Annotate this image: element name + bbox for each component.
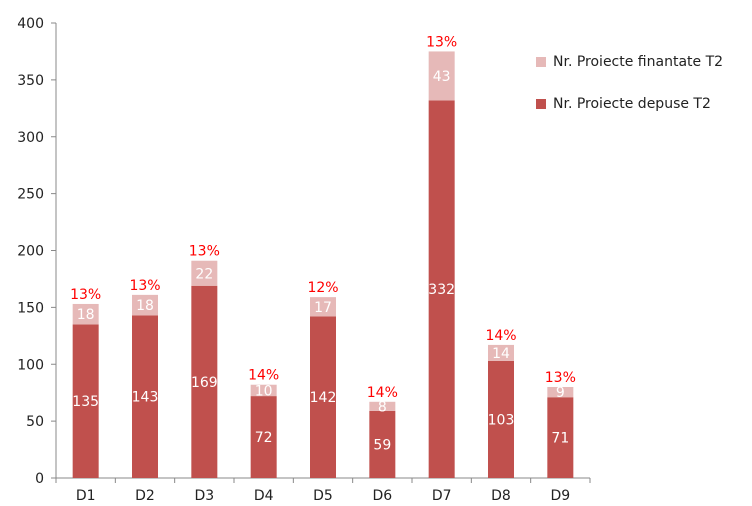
value-label-finantate: 43 — [433, 69, 451, 85]
x-tick-label: D2 — [135, 488, 155, 504]
percent-label: 14% — [485, 328, 516, 344]
bar-finantate — [428, 51, 455, 101]
bar-finantate — [132, 294, 158, 316]
x-tick-label: D6 — [372, 488, 392, 504]
bar-depuse — [132, 315, 158, 478]
legend-swatch-depuse — [536, 99, 546, 109]
value-label-finantate: 9 — [556, 385, 565, 401]
bar-depuse — [547, 397, 574, 478]
value-label-finantate: 18 — [77, 307, 95, 323]
value-label-depuse: 143 — [132, 390, 159, 406]
value-label-depuse: 72 — [255, 430, 273, 446]
value-label-depuse: 59 — [373, 437, 391, 453]
y-tick-label: 200 — [17, 244, 44, 260]
y-tick-label: 150 — [17, 300, 44, 316]
x-tick-label: D8 — [491, 488, 511, 504]
bar-depuse — [428, 100, 455, 478]
bar-finantate — [250, 384, 277, 397]
value-label-depuse: 135 — [72, 394, 99, 410]
percent-label: 14% — [248, 368, 279, 384]
y-tick-label: 250 — [17, 187, 44, 203]
value-label-depuse: 71 — [551, 431, 569, 447]
legend-item-finantate: Nr. Proiecte finantate T2 — [536, 52, 723, 72]
legend-label-depuse: Nr. Proiecte depuse T2 — [553, 96, 711, 112]
value-label-depuse: 332 — [428, 282, 455, 298]
value-label-finantate: 22 — [195, 266, 213, 282]
bar-finantate — [72, 303, 99, 325]
legend-item-depuse: Nr. Proiecte depuse T2 — [536, 94, 723, 114]
percent-label: 12% — [307, 280, 338, 296]
x-tick-label: D4 — [254, 488, 274, 504]
x-tick-label: D7 — [432, 488, 452, 504]
value-label-finantate: 14 — [492, 346, 510, 362]
y-tick-label: 400 — [17, 16, 44, 32]
y-tick-label: 0 — [35, 471, 44, 487]
value-label-finantate: 18 — [136, 298, 154, 314]
bars — [72, 51, 574, 478]
legend-swatch-finantate — [536, 57, 546, 67]
bar-depuse — [369, 410, 396, 478]
y-tick-label: 350 — [17, 73, 44, 89]
y-tick-label: 300 — [17, 130, 44, 146]
axes: 0 50 100 150 200 250 300 350 400 D1 D2 D3 D4 D5 D6 D7 D8… — [17, 16, 591, 504]
percent-label: 13% — [129, 278, 160, 294]
bar-depuse — [72, 324, 99, 478]
y-tick-label: 100 — [17, 357, 44, 373]
x-tick-label: D3 — [194, 488, 214, 504]
bar-finantate — [547, 387, 574, 398]
value-label-depuse: 103 — [488, 412, 515, 428]
bar-finantate — [369, 401, 396, 411]
percent-label: 13% — [426, 34, 457, 50]
x-tick-label: D9 — [550, 488, 570, 504]
value-label-finantate: 17 — [314, 300, 332, 316]
value-label-depuse: 142 — [310, 390, 337, 406]
bar-finantate — [310, 297, 336, 317]
legend: Nr. Proiecte finantate T2 Nr. Proiecte d… — [536, 52, 723, 136]
bar-depuse — [191, 285, 218, 478]
x-tick-label: D1 — [76, 488, 96, 504]
value-label-finantate: 8 — [378, 399, 387, 415]
x-tick-label: D5 — [313, 488, 333, 504]
bar-depuse — [250, 396, 277, 478]
percent-label: 13% — [545, 370, 576, 386]
bar-depuse — [488, 360, 514, 478]
data-labels: 1351813%1431813%1692213%721014%1421712%5… — [70, 34, 576, 453]
value-label-depuse: 169 — [191, 375, 218, 391]
percent-label: 13% — [70, 287, 101, 303]
value-label-finantate: 10 — [255, 383, 273, 399]
y-tick-label: 50 — [26, 414, 44, 430]
bar-finantate — [488, 344, 514, 361]
legend-label-finantate: Nr. Proiecte finantate T2 — [553, 54, 724, 70]
bar-depuse — [310, 316, 336, 478]
percent-label: 13% — [189, 244, 220, 260]
bar-finantate — [191, 260, 218, 286]
percent-label: 14% — [367, 385, 398, 401]
